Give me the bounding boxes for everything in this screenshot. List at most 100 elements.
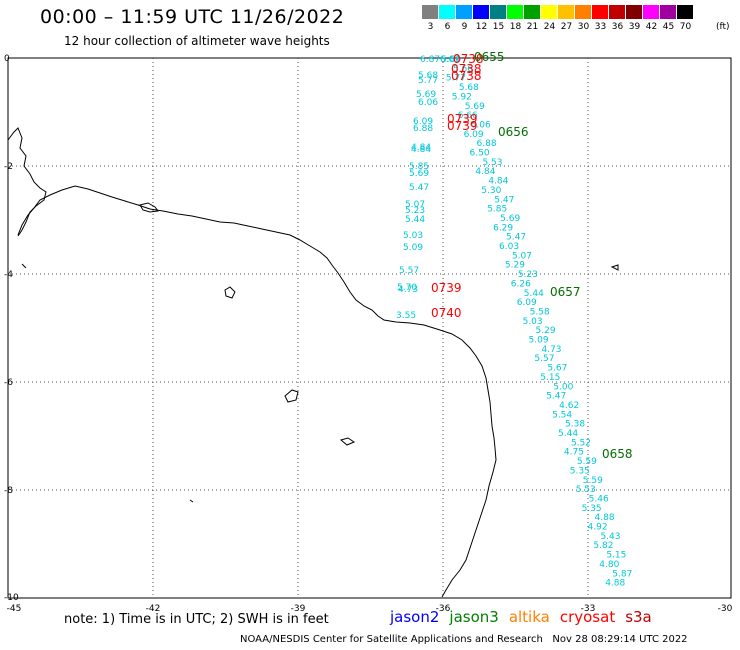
legend-swatch — [609, 5, 626, 19]
wave-height-value: 5.59 — [577, 457, 597, 467]
island-4 — [339, 437, 356, 446]
wave-height-value: 6.87 — [420, 55, 440, 65]
wave-height-value: 4.80 — [599, 560, 619, 570]
legend-label: 24 — [543, 22, 556, 32]
island-5 — [610, 264, 619, 271]
wave-height-value: 5.29 — [536, 326, 556, 336]
wave-height-value: 5.47 — [409, 183, 429, 193]
map-subtitle: 12 hour collection of altimeter wave hei… — [64, 34, 330, 48]
wave-height-value: 6.09 — [413, 117, 433, 127]
satellite-name: jason2 — [390, 608, 440, 626]
wave-height-value: 5.23 — [405, 206, 425, 216]
wave-height-value: 4.84 — [488, 177, 508, 187]
legend-swatch — [456, 5, 473, 19]
wave-height-value: 4.88 — [595, 513, 615, 523]
legend-unit: (ft) — [716, 22, 730, 32]
wave-height-value: 4.84 — [411, 145, 431, 155]
wave-height-value: 6.88 — [477, 139, 497, 149]
wave-height-value: 5.85 — [487, 205, 507, 215]
wave-height-value: 5.82 — [593, 541, 613, 551]
satellite-legend: jason2 jason3 altika cryosat s3a — [390, 608, 662, 626]
footer-right: Nov 28 08:29:14 UTC 2022 — [552, 634, 688, 645]
legend-swatch — [626, 5, 643, 19]
wave-height-value: 5.30 — [481, 186, 501, 196]
wave-height-value: 4.73 — [541, 345, 561, 355]
legend-label: 21 — [526, 22, 539, 32]
wave-height-value: 4.92 — [588, 523, 608, 533]
wave-height-value: 5.23 — [518, 270, 538, 280]
wave-height-value: 5.67 — [547, 364, 567, 374]
wave-height-value: 5.77 — [446, 74, 466, 84]
color-legend — [422, 5, 694, 19]
wave-height-value: 5.54 — [552, 410, 572, 420]
legend-label: 18 — [509, 22, 522, 32]
pass-time-label: 0738 — [451, 62, 482, 76]
legend-swatch — [558, 5, 575, 19]
wave-height-value: 4.84 — [475, 167, 495, 177]
wave-height-value: 6.06 — [418, 98, 438, 108]
satellite-name: jason3 — [449, 608, 499, 626]
legend-label: 6 — [444, 22, 451, 32]
x-tick-label: -33 — [581, 604, 596, 614]
wave-height-value: 5.44 — [524, 289, 544, 299]
wave-height-value: 6.09 — [464, 130, 484, 140]
wave-height-value: 5.09 — [529, 336, 549, 346]
pass-time-label: 0658 — [602, 447, 633, 461]
legend-swatch — [677, 5, 694, 19]
legend-swatch — [439, 5, 456, 19]
wave-height-value: 5.46 — [589, 494, 609, 504]
legend-label: 3 — [427, 22, 434, 32]
wave-height-value: 5.66 — [441, 55, 461, 65]
island-3 — [284, 389, 299, 403]
wave-height-value: 5.38 — [565, 420, 585, 430]
wave-height-value: 5.00 — [553, 382, 573, 392]
x-tick-label: -39 — [291, 604, 306, 614]
legend-swatch — [575, 5, 592, 19]
wave-height-value: 5.03 — [403, 231, 423, 241]
y-tick-label: -10 — [4, 593, 19, 603]
y-tick-label: -2 — [4, 162, 13, 172]
map-frame — [7, 57, 732, 599]
y-tick-label: 0 — [4, 54, 10, 64]
wave-height-value: 5.15 — [540, 373, 560, 383]
y-tick-label: -6 — [4, 378, 13, 388]
note-text: note: 1) Time is in UTC; 2) SWH is in fe… — [64, 612, 329, 627]
island-1 — [139, 202, 159, 213]
satellite-name: cryosat — [559, 608, 616, 626]
wave-height-value: 6.50 — [470, 149, 490, 159]
wave-height-value: 5.35 — [582, 504, 602, 514]
wave-height-value: 5.43 — [600, 532, 620, 542]
wave-height-value: 6.07 — [440, 55, 460, 65]
wave-height-value: 5.85 — [409, 162, 429, 172]
wave-height-value: 5.57 — [534, 354, 554, 364]
pass-time-label: 0739 — [447, 112, 478, 126]
satellite-name: s3a — [625, 608, 652, 626]
map-title: 00:00 – 11:59 UTC 11/26/2022 — [40, 6, 345, 28]
legend-swatch — [660, 5, 677, 19]
wave-height-value: 6.09 — [517, 298, 537, 308]
wave-height-value: 4.84 — [411, 143, 431, 153]
wave-height-value: 5.87 — [612, 569, 632, 579]
pass-time-label: 0738 — [451, 69, 482, 83]
legend-label: 39 — [628, 22, 641, 32]
legend-swatch — [507, 5, 524, 19]
legend-swatch — [592, 5, 609, 19]
wave-height-value: 4.73 — [398, 285, 418, 295]
x-tick-label: -42 — [146, 604, 161, 614]
wave-height-value: 5.44 — [405, 215, 425, 225]
legend-swatch — [422, 5, 439, 19]
legend-label: 12 — [475, 22, 488, 32]
wave-height-value: 5.68 — [459, 83, 479, 93]
coastline-north-detail — [7, 127, 47, 237]
wave-height-value: 6.29 — [493, 223, 513, 233]
wave-height-value: 5.07 — [405, 200, 425, 210]
x-tick-label: -36 — [436, 604, 451, 614]
legend-label: 15 — [492, 22, 505, 32]
pass-time-label: 0740 — [431, 306, 462, 320]
legend-swatch — [473, 5, 490, 19]
pass-time-label: 0738 — [453, 52, 484, 66]
island-7 — [189, 499, 194, 503]
legend-label: 45 — [662, 22, 675, 32]
x-tick-label: -45 — [7, 604, 22, 614]
wave-height-value: 5.47 — [546, 392, 566, 402]
